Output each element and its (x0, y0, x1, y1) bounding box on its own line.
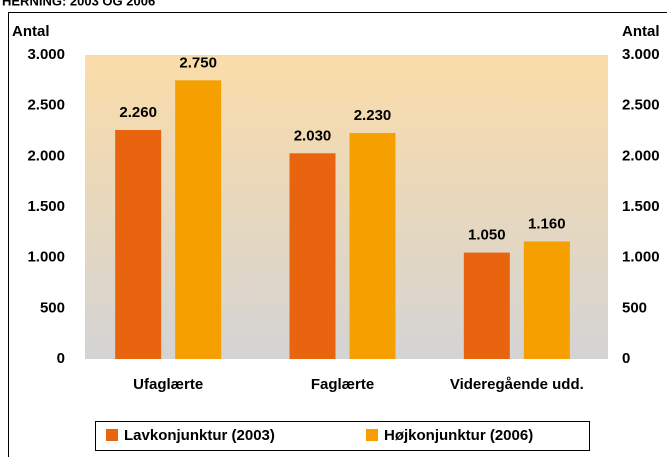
y2-tick-label: 3.000 (622, 46, 660, 63)
y2-tick-label: 0 (622, 350, 630, 367)
legend-swatch (106, 429, 118, 441)
y-tick-label: 1.000 (27, 249, 65, 266)
x-tick-label: Videregående udd. (450, 376, 584, 393)
chart-title: HERNING: 2003 OG 2006 (2, 0, 155, 8)
y-tick-label: 2.000 (27, 147, 65, 164)
data-label: 2.750 (179, 54, 217, 71)
bar (463, 252, 510, 359)
bar (289, 153, 336, 359)
plot-area (85, 55, 608, 359)
data-label: 1.160 (528, 215, 566, 232)
y2-tick-label: 2.000 (622, 147, 660, 164)
data-label: 2.030 (294, 127, 332, 144)
data-label: 2.230 (354, 107, 392, 124)
y-tick-label: 1.500 (27, 198, 65, 215)
data-label: 1.050 (468, 227, 506, 244)
y2-tick-label: 500 (622, 299, 647, 316)
bar (175, 80, 222, 359)
bar (115, 129, 162, 359)
y2-tick-label: 1.000 (622, 249, 660, 266)
y-tick-label: 500 (40, 299, 65, 316)
legend (95, 421, 590, 451)
y-tick-label: 2.500 (27, 97, 65, 114)
y2-tick-label: 1.500 (622, 198, 660, 215)
x-tick-label: Faglærte (311, 376, 374, 393)
y2-tick-label: 2.500 (622, 97, 660, 114)
y-tick-label: 0 (57, 350, 65, 367)
y-axis-label: Antal (12, 23, 50, 40)
y-tick-label: 3.000 (27, 46, 65, 63)
y2-axis-label: Antal (622, 23, 660, 40)
bar (349, 133, 396, 359)
x-tick-label: Ufaglærte (133, 376, 203, 393)
frame (8, 12, 667, 457)
legend-label: Lavkonjunktur (2003) (124, 427, 275, 444)
data-label: 2.260 (119, 104, 157, 121)
legend-label: Højkonjunktur (2006) (384, 427, 533, 444)
bar (523, 241, 570, 359)
legend-swatch (366, 429, 378, 441)
